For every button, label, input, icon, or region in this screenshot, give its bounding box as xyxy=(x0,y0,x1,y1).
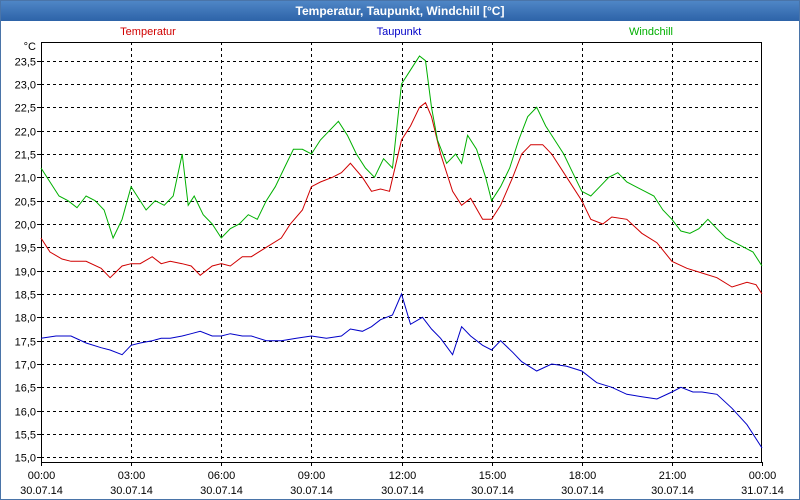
x-tick-time: 00:00 xyxy=(28,470,56,482)
legend: Temperatur Taupunkt Windchill xyxy=(120,26,673,38)
plot-frame xyxy=(41,42,762,463)
x-tick-time: 15:00 xyxy=(479,470,507,482)
y-tick-label: 15,5 xyxy=(15,430,36,442)
x-axis-ticks: 00:00 30.07.14 03:00 30.07.14 06:00 30.07.14 0… xyxy=(20,470,784,497)
window-title: Temperatur, Taupunkt, Windchill [°C] xyxy=(1,1,799,21)
x-tick-time: 00:00 xyxy=(749,470,777,482)
legend-entry-taupunkt: Taupunkt xyxy=(377,26,422,38)
x-tick-date: 30.07.14 xyxy=(381,485,424,497)
series-line-taupunkt xyxy=(40,292,763,449)
series-lines xyxy=(40,55,763,449)
y-tick-label: 22,5 xyxy=(15,103,36,115)
x-tick-time: 06:00 xyxy=(208,470,236,482)
x-tick-date: 30.07.14 xyxy=(110,485,153,497)
y-tick-label: 23,0 xyxy=(15,80,36,92)
y-tick-label: 21,0 xyxy=(15,173,36,185)
y-tick-label: 20,5 xyxy=(15,197,36,209)
x-tick-date: 30.07.14 xyxy=(561,485,604,497)
y-tick-label: 16,0 xyxy=(15,407,36,419)
y-tick-label: 23,5 xyxy=(15,57,36,69)
x-tick-time: 03:00 xyxy=(118,470,146,482)
y-axis-unit: °C xyxy=(24,41,36,53)
legend-entry-temperatur: Temperatur xyxy=(120,26,176,38)
x-tick-time: 18:00 xyxy=(569,470,597,482)
x-tick-date: 30.07.14 xyxy=(20,485,63,497)
y-tick-label: 22,0 xyxy=(15,127,36,139)
y-tick-label: 15,0 xyxy=(15,453,36,465)
y-tick-label: 18,5 xyxy=(15,290,36,302)
x-tick-date: 31.07.14 xyxy=(741,485,784,497)
y-tick-label: 20,0 xyxy=(15,220,36,232)
x-tick-time: 09:00 xyxy=(298,470,326,482)
y-tick-label: 21,5 xyxy=(15,150,36,162)
y-tick-label: 17,5 xyxy=(15,337,36,349)
y-axis-ticks: 15,0 15,5 16,0 16,5 17,0 17,5 18,0 18,5 19,0 19,5… xyxy=(15,41,36,465)
x-tick-time: 12:00 xyxy=(389,470,417,482)
grid xyxy=(41,42,762,462)
x-tick-time: 21:00 xyxy=(659,470,687,482)
y-tick-label: 16,5 xyxy=(15,383,36,395)
legend-entry-windchill: Windchill xyxy=(629,26,673,38)
series-line-temperatur xyxy=(40,101,763,295)
y-tick-label: 19,0 xyxy=(15,267,36,279)
y-tick-label: 18,0 xyxy=(15,313,36,325)
x-tick-date: 30.07.14 xyxy=(290,485,333,497)
y-tick-label: 17,0 xyxy=(15,360,36,372)
x-tick-date: 30.07.14 xyxy=(200,485,243,497)
x-tick-date: 30.07.14 xyxy=(471,485,514,497)
x-tick-date: 30.07.14 xyxy=(651,485,694,497)
series-line-windchill xyxy=(40,55,763,267)
y-tick-label: 19,5 xyxy=(15,243,36,255)
axes xyxy=(37,42,763,466)
